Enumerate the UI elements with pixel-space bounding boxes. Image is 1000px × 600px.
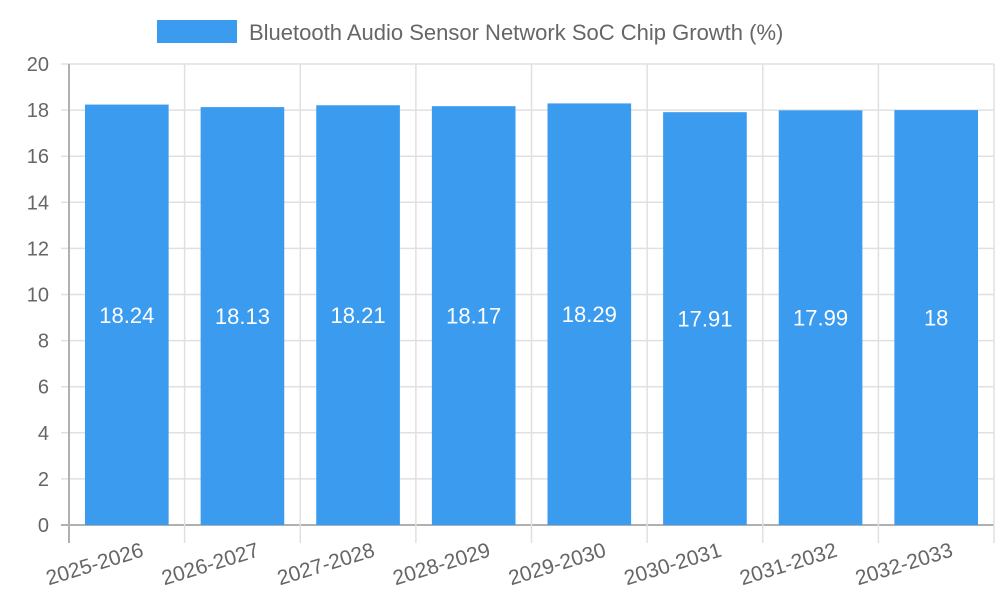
x-tick-label: 2030-2031 [621, 539, 724, 590]
legend-label: Bluetooth Audio Sensor Network SoC Chip … [249, 20, 783, 45]
y-tick-label: 20 [27, 54, 49, 76]
y-tick-label: 2 [38, 469, 49, 491]
legend[interactable]: Bluetooth Audio Sensor Network SoC Chip … [157, 20, 783, 45]
y-tick-label: 18 [27, 100, 49, 122]
y-tick-label: 6 [38, 377, 49, 399]
bar-value-label: 18.21 [331, 303, 386, 328]
bars: 18.24 18.13 18.21 18.17 18.29 17.91 17.99 18 [85, 103, 978, 526]
bar-value-label: 18.17 [446, 304, 501, 329]
bar[interactable] [547, 103, 632, 525]
bar[interactable] [894, 110, 978, 525]
bar[interactable] [200, 107, 285, 525]
bar-value-label: 17.91 [677, 307, 732, 332]
x-tick-label: 2029-2030 [506, 539, 609, 590]
y-tick-label: 8 [38, 331, 49, 353]
y-axis: 0 2 4 6 8 10 12 14 16 18 20 [27, 54, 49, 537]
x-tick-label: 2025-2026 [43, 539, 146, 590]
legend-swatch [157, 20, 237, 43]
bar[interactable] [431, 106, 516, 525]
y-tick-label: 4 [38, 423, 49, 445]
y-tick-label: 16 [27, 146, 49, 168]
bar-value-label: 17.99 [793, 306, 848, 331]
bar[interactable] [778, 110, 863, 525]
x-tick-label: 2026-2027 [159, 539, 262, 590]
bar[interactable] [316, 105, 400, 526]
bar-value-label: 18.29 [562, 302, 617, 327]
y-tick-label: 12 [27, 238, 49, 260]
y-tick-label: 14 [27, 192, 49, 214]
y-tick-label: 0 [38, 515, 49, 537]
x-tick-label: 2032-2033 [853, 539, 956, 590]
bar[interactable] [85, 104, 169, 526]
bar-value-label: 18.24 [99, 303, 154, 328]
bar[interactable] [663, 112, 747, 525]
x-tick-label: 2031-2032 [737, 539, 840, 590]
bar-value-label: 18.13 [215, 304, 270, 329]
x-tick-label: 2028-2029 [390, 539, 493, 590]
x-tick-label: 2027-2028 [275, 539, 378, 590]
y-tick-label: 10 [27, 285, 49, 307]
bar-value-label: 18 [924, 306, 948, 331]
x-axis: 2025-2026 2026-2027 2027-2028 2028-2029 2029… [43, 539, 955, 590]
